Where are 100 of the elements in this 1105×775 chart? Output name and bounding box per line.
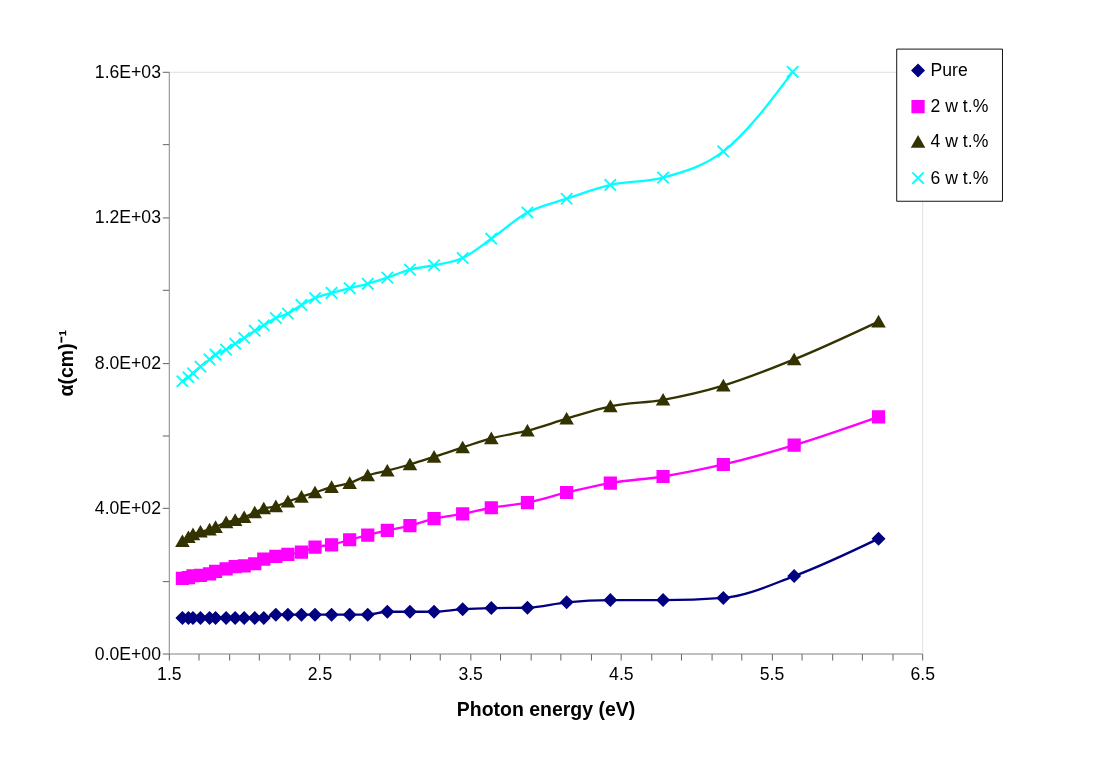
point	[403, 605, 417, 619]
point	[603, 400, 617, 413]
point	[716, 591, 730, 605]
point	[520, 424, 535, 437]
point	[560, 192, 574, 206]
x-tick-label: 6.5	[910, 664, 936, 684]
point	[427, 605, 441, 619]
point	[343, 281, 357, 295]
point	[380, 464, 394, 477]
point	[228, 611, 242, 625]
point	[520, 205, 535, 220]
point	[281, 608, 295, 622]
point	[456, 507, 470, 521]
point	[380, 605, 394, 619]
point	[484, 432, 498, 445]
point	[294, 545, 309, 559]
point	[228, 514, 242, 526]
point	[294, 491, 309, 503]
point	[656, 469, 670, 484]
point	[520, 496, 535, 510]
x-tick-label: 4.5	[609, 664, 634, 684]
point	[560, 412, 574, 425]
point	[257, 552, 271, 566]
point	[269, 608, 283, 622]
point	[294, 608, 309, 622]
point	[786, 65, 800, 79]
point	[484, 501, 498, 515]
x-axis-title: Photon energy (eV)	[456, 698, 636, 721]
point	[871, 532, 886, 546]
point	[403, 518, 417, 533]
y-tick-label: 0.0E+00	[94, 643, 162, 664]
point	[308, 291, 322, 305]
point	[294, 298, 309, 312]
y-tick-label: 8.0E+02	[94, 352, 161, 373]
legend-label: Pure	[930, 60, 968, 80]
x-tick-label: 2.5	[307, 664, 333, 684]
point	[343, 608, 357, 622]
point	[281, 547, 295, 561]
point	[871, 410, 886, 424]
point	[361, 528, 375, 542]
point	[175, 374, 190, 388]
point	[308, 486, 322, 499]
point	[603, 476, 617, 490]
point	[257, 318, 271, 332]
point	[237, 611, 251, 625]
point	[181, 370, 196, 384]
y-tick-label: 1.6E+03	[94, 61, 162, 82]
point	[560, 485, 574, 500]
legend-label: 6 w t.%	[930, 167, 989, 188]
point	[248, 324, 262, 338]
point	[237, 511, 251, 524]
point	[219, 342, 233, 357]
point	[219, 611, 233, 625]
point	[456, 441, 470, 454]
point	[324, 538, 339, 552]
point	[361, 277, 375, 291]
x-tick-label: 3.5	[458, 664, 484, 684]
point	[202, 352, 217, 367]
point	[324, 608, 339, 622]
point	[456, 602, 470, 616]
point	[380, 271, 394, 285]
point	[324, 286, 339, 300]
point	[787, 438, 801, 452]
point	[308, 608, 322, 622]
point	[248, 506, 262, 519]
x-tick-label: 5.5	[759, 664, 785, 684]
point	[228, 337, 242, 351]
point	[324, 481, 339, 493]
point	[427, 451, 441, 463]
point	[520, 601, 535, 615]
point	[281, 307, 295, 321]
point	[656, 171, 670, 185]
point	[186, 366, 200, 380]
point	[361, 608, 375, 622]
point	[603, 593, 617, 607]
point	[716, 457, 730, 472]
point	[269, 549, 283, 564]
point	[716, 144, 730, 159]
point	[361, 469, 375, 482]
point	[427, 512, 441, 526]
point	[343, 477, 357, 489]
point	[484, 601, 498, 615]
point	[257, 502, 271, 515]
point	[560, 595, 574, 609]
point	[403, 263, 417, 277]
point	[269, 500, 283, 513]
point	[269, 311, 283, 325]
y-tick-label: 4.0E+02	[94, 498, 161, 519]
point	[193, 360, 208, 374]
point	[403, 458, 417, 471]
point	[257, 611, 271, 625]
point	[787, 353, 801, 366]
point	[871, 315, 886, 328]
point	[380, 523, 394, 537]
y-tick-label: 1.2E+03	[94, 207, 162, 228]
point	[716, 379, 730, 392]
point	[656, 593, 670, 607]
point	[281, 495, 295, 508]
point	[603, 178, 617, 192]
point	[484, 232, 498, 246]
